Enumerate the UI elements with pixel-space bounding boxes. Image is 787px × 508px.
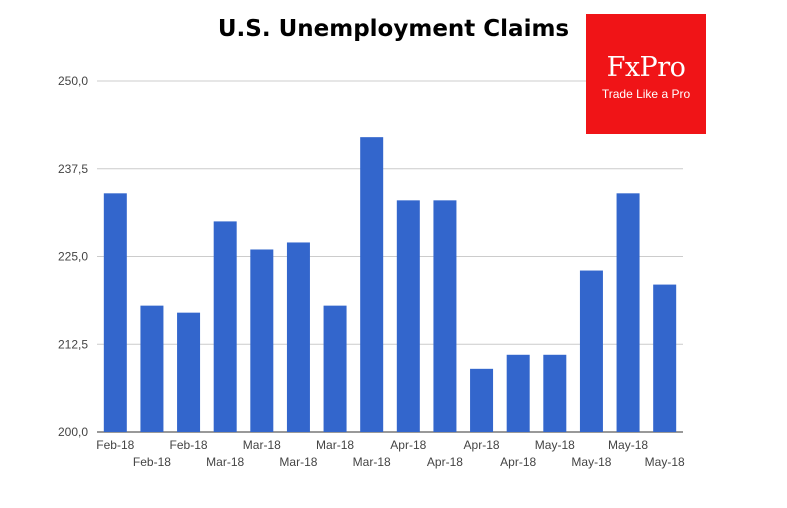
x-tick-label: Apr-18: [427, 455, 463, 469]
bar: [360, 137, 384, 432]
y-tick-label: 212,5: [58, 337, 88, 351]
bar: [506, 354, 530, 432]
bar: [323, 305, 347, 432]
bar: [579, 270, 603, 432]
x-tick-label: Feb-18: [133, 455, 171, 469]
logo-brand: FxPro: [606, 52, 686, 83]
x-tick-label: Apr-18: [500, 455, 536, 469]
x-tick-label: Mar-18: [279, 455, 317, 469]
bar: [213, 221, 237, 432]
y-tick-label: 200,0: [58, 425, 88, 439]
x-tick-label: Feb-18: [170, 438, 208, 452]
bar: [286, 242, 310, 432]
x-axis: Feb-18 Feb-18 Feb-18 Mar-18 Mar-18 Mar-18 Mar-…: [96, 438, 685, 469]
bars: [103, 137, 677, 432]
y-tick-label: 225,0: [58, 250, 88, 264]
x-tick-label: Mar-18: [353, 455, 391, 469]
bar: [543, 354, 567, 432]
y-tick-label: 250,0: [58, 74, 88, 88]
x-tick-label: May-18: [608, 438, 648, 452]
x-tick-label: May-18: [645, 455, 685, 469]
x-tick-label: May-18: [571, 455, 611, 469]
fxpro-logo: FxPro Trade Like a Pro: [586, 14, 706, 134]
bar: [470, 368, 494, 432]
y-axis: 200,0 212,5 225,0 237,5 250,0: [58, 74, 88, 439]
x-tick-label: Mar-18: [243, 438, 281, 452]
x-tick-label: May-18: [535, 438, 575, 452]
bar: [653, 284, 677, 432]
x-tick-label: Feb-18: [96, 438, 134, 452]
x-tick-label: Apr-18: [390, 438, 426, 452]
bar: [103, 193, 127, 432]
x-tick-label: Mar-18: [316, 438, 354, 452]
bar: [616, 193, 640, 432]
logo-tagline: Trade Like a Pro: [601, 87, 691, 101]
bar: [177, 312, 201, 432]
bar: [140, 305, 164, 432]
x-tick-label: Apr-18: [464, 438, 500, 452]
x-tick-label: Mar-18: [206, 455, 244, 469]
bar: [250, 249, 274, 432]
chart-title: U.S. Unemployment Claims: [217, 16, 570, 42]
bar: [433, 200, 457, 432]
y-tick-label: 237,5: [58, 162, 88, 176]
bar: [396, 200, 420, 432]
